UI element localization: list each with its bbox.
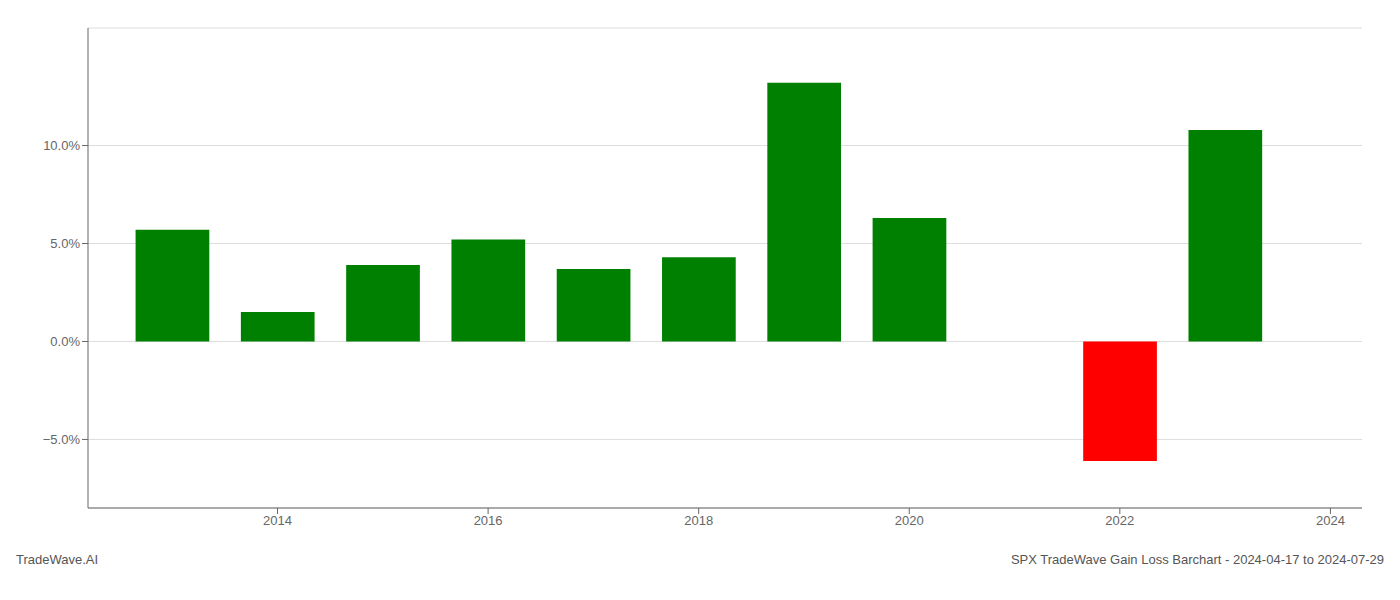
svg-text:5.0%: 5.0% [50,236,80,251]
svg-text:−5.0%: −5.0% [43,432,81,447]
svg-text:0.0%: 0.0% [50,334,80,349]
svg-text:2020: 2020 [895,513,924,528]
svg-text:2018: 2018 [684,513,713,528]
svg-text:2022: 2022 [1105,513,1134,528]
html-text:SPX TradeWave Gain Loss Barcha: SPX TradeWave Gain Loss Barchart - 2024-… [1010,552,1384,567]
svg-text:2014: 2014 [263,513,292,528]
html-text:TradeWave.AI: TradeWave.AI [16,552,99,567]
svg-text:2024: 2024 [1316,513,1345,528]
svg-text:2016: 2016 [474,513,503,528]
svg-text:10.0%: 10.0% [43,138,80,153]
